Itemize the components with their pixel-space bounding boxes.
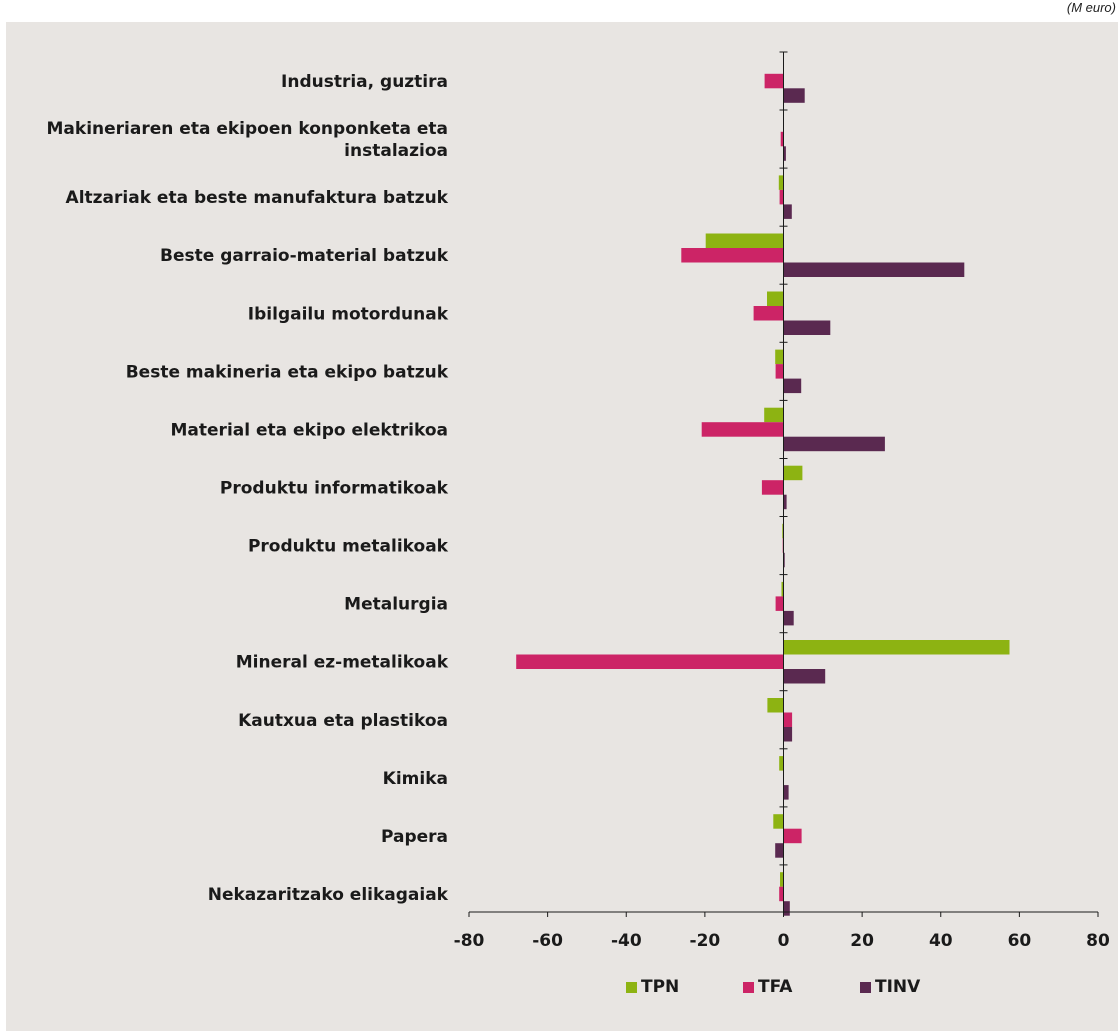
bar-tpn-8 [782,523,784,539]
bar-tfa-11 [783,712,793,727]
bar-tfa-2 [779,189,784,205]
category-label-8: Produktu metalikoak [248,537,449,557]
bar-tfa-7 [761,480,784,495]
bar-tfa-3 [681,248,784,263]
category-label-0: Industria, guztira [281,72,448,92]
legend: TPN TFA TINV [0,977,1118,1007]
x-tick-label-2: -40 [611,931,642,951]
bar-tfa-5 [775,364,784,379]
category-label-1: Makineriaren eta ekipoen konponketa eta i… [47,119,448,161]
bar-group [516,73,1010,916]
bar-tfa-13 [783,828,802,844]
bar-tpn-7 [783,465,803,481]
bar-tinv-14 [783,901,790,916]
bar-tinv-12 [783,785,789,800]
category-label-line: Altzariak eta beste manufaktura batzuk [66,188,449,208]
bar-tfa-6 [701,422,784,437]
bar-tfa-0 [764,73,784,89]
category-label-line: Material eta ekipo elektrikoa [171,420,448,440]
category-label-3: Beste garraio-material batzuk [160,246,449,266]
legend-label-tfa: TFA [758,977,793,997]
legend-swatch-tfa [743,981,754,993]
bar-tfa-9 [775,596,784,611]
bar-tpn-13 [773,814,784,829]
x-tick-label-8: 80 [1086,931,1110,951]
category-label-7: Produktu informatikoak [220,479,449,499]
bar-tinv-13 [775,843,784,858]
category-label-line: Nekazaritzako elikagaiak [208,885,449,905]
legend-item-tpn: TPN [626,977,679,997]
x-tick-label-7: 60 [1008,931,1032,951]
bar-tinv-3 [783,262,965,277]
bar-tpn-11 [767,698,784,713]
bar-tinv-1 [783,146,786,161]
bar-tpn-10 [783,640,1010,655]
bar-tpn-14 [780,872,784,887]
category-label-2: Altzariak eta beste manufaktura batzuk [66,188,449,208]
x-tick-label-0: -80 [454,931,485,951]
category-label-line: instalazioa [344,141,448,161]
bar-tinv-10 [783,669,826,684]
axes: -80 -60 -40 -20 0 20 40 60 80 [454,51,1110,951]
category-label-line: Papera [381,827,448,847]
chart-panel [6,22,1118,1031]
category-label-line: Beste garraio-material batzuk [160,246,449,266]
category-label-line: Makineriaren eta ekipoen konponketa eta [47,119,448,139]
category-label-9: Metalurgia [344,595,448,615]
category-label-line: Mineral ez-metalikoak [236,653,449,673]
bar-tfa-14 [779,886,784,902]
legend-label-tinv: TINV [875,977,921,997]
legend-swatch-tpn [626,981,637,993]
bar-tpn-9 [781,581,784,597]
category-label-line: Kautxua eta plastikoa [238,711,448,731]
x-tick-label-4: 0 [778,931,790,951]
bar-tinv-0 [783,88,805,103]
bar-tfa-4 [753,306,784,321]
legend-label-tpn: TPN [641,977,680,997]
category-label-5: Beste makineria eta ekipo batzuk [126,362,449,382]
legend-item-tfa: TFA [743,977,792,997]
bar-tpn-5 [775,349,784,365]
bar-chart: Industria, guztira Makineriaren eta ekipo… [47,51,1110,951]
legend-swatch-tinv [860,981,871,993]
bar-tinv-5 [783,378,802,394]
bar-tinv-11 [783,727,793,742]
bar-tfa-10 [516,654,784,669]
category-label-6: Material eta ekipo elektrikoa [171,420,448,440]
legend-item-tinv: TINV [860,977,920,997]
bar-tinv-6 [783,436,885,452]
category-label-line: Industria, guztira [281,72,448,92]
bar-tinv-9 [783,610,794,626]
bar-tfa-1 [780,131,784,147]
category-label-line: Metalurgia [344,595,448,615]
category-label-14: Nekazaritzako elikagaiak [208,885,449,905]
category-label-line: Kimika [383,769,448,789]
bar-tpn-12 [779,756,784,771]
bar-tinv-7 [783,494,787,510]
category-label-4: Ibilgailu motordunak [248,304,449,324]
bar-tpn-4 [767,291,784,306]
category-label-line: Ibilgailu motordunak [248,304,449,324]
x-tick-label-3: -20 [690,931,721,951]
category-label-11: Kautxua eta plastikoa [238,711,448,731]
category-label-line: Produktu informatikoak [220,479,449,499]
category-label-12: Kimika [383,769,448,789]
bar-tinv-4 [783,320,831,335]
x-tick-label-6: 40 [929,931,953,951]
x-tick-label-5: 20 [850,931,874,951]
unit-label: (M euro) [1066,0,1116,15]
category-label-line: Produktu metalikoak [248,537,449,557]
bar-tinv-2 [783,204,792,219]
category-label-line: Beste makineria eta ekipo batzuk [126,362,449,382]
category-label-13: Papera [381,827,448,847]
x-tick-label-1: -60 [532,931,563,951]
bar-tpn-6 [764,407,784,423]
bar-tpn-2 [778,175,784,190]
bar-tinv-8 [783,552,785,568]
category-labels: Industria, guztira Makineriaren eta ekipo… [47,72,449,905]
category-label-10: Mineral ez-metalikoak [236,653,449,673]
bar-tpn-3 [705,233,784,248]
